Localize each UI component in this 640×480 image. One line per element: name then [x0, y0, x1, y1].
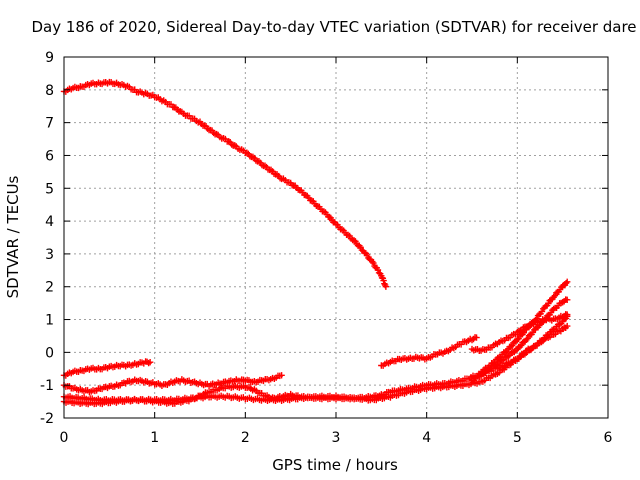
y-tick-label: 0: [45, 345, 54, 361]
y-tick-label: 9: [45, 50, 54, 66]
data-point: [363, 251, 371, 259]
y-tick-label: 5: [45, 181, 54, 197]
data-point: [374, 266, 382, 274]
data-point: [369, 258, 376, 265]
y-axis-label: SDTVAR / TECUs: [4, 175, 22, 298]
x-tick-label: 3: [332, 430, 341, 446]
data-point: [523, 336, 530, 343]
y-tick-label: -2: [40, 411, 54, 427]
data-point: [350, 237, 358, 244]
data-point: [381, 280, 388, 287]
data-point: [231, 142, 238, 149]
data-point: [278, 372, 285, 379]
data-points-layer: [60, 78, 571, 408]
data-point: [514, 336, 521, 343]
data-point: [473, 334, 480, 341]
series-arc-9: [477, 278, 571, 376]
series-arc-6: [378, 334, 480, 369]
data-point: [507, 343, 515, 350]
x-axis-label: GPS time / hours: [272, 456, 398, 474]
x-tick-label: 1: [150, 430, 159, 446]
data-point: [370, 259, 377, 267]
data-point: [511, 348, 518, 356]
ticks-layer: 0 1 2 3 4 5 6 -2 -1 0 1 2 3 4 5 6 7 8 9: [40, 50, 613, 446]
data-point: [562, 280, 570, 287]
x-tick-label: 6: [604, 430, 613, 446]
series-arc-8: [468, 296, 571, 384]
x-tick-label: 2: [241, 430, 250, 446]
chart-title: Day 186 of 2020, Sidereal Day-to-day VTE…: [31, 18, 636, 36]
series-arc-3: [60, 372, 285, 396]
data-point: [326, 213, 333, 221]
y-tick-label: 1: [45, 313, 54, 329]
data-point: [213, 130, 220, 138]
data-point: [564, 296, 571, 304]
y-tick-label: 4: [45, 214, 54, 230]
data-point: [564, 322, 571, 330]
y-tick-label: 6: [45, 148, 54, 164]
y-tick-label: 3: [45, 247, 54, 263]
data-point: [545, 300, 552, 307]
y-tick-label: -1: [40, 378, 54, 394]
x-tick-label: 5: [513, 430, 522, 446]
y-tick-label: 8: [45, 83, 54, 99]
data-point: [249, 153, 257, 160]
x-tick-label: 4: [422, 430, 431, 446]
data-point: [380, 277, 387, 284]
data-point: [533, 315, 540, 322]
data-point: [146, 359, 154, 366]
series-arc-5: [60, 313, 571, 408]
series-arc-2: [60, 358, 154, 379]
data-point: [564, 278, 571, 286]
series-arc-1: [60, 78, 390, 290]
data-point: [564, 311, 571, 318]
x-tick-label: 0: [60, 430, 69, 446]
data-point: [505, 352, 512, 360]
data-point: [382, 283, 390, 290]
y-tick-label: 2: [45, 280, 54, 296]
y-tick-label: 7: [45, 116, 54, 132]
